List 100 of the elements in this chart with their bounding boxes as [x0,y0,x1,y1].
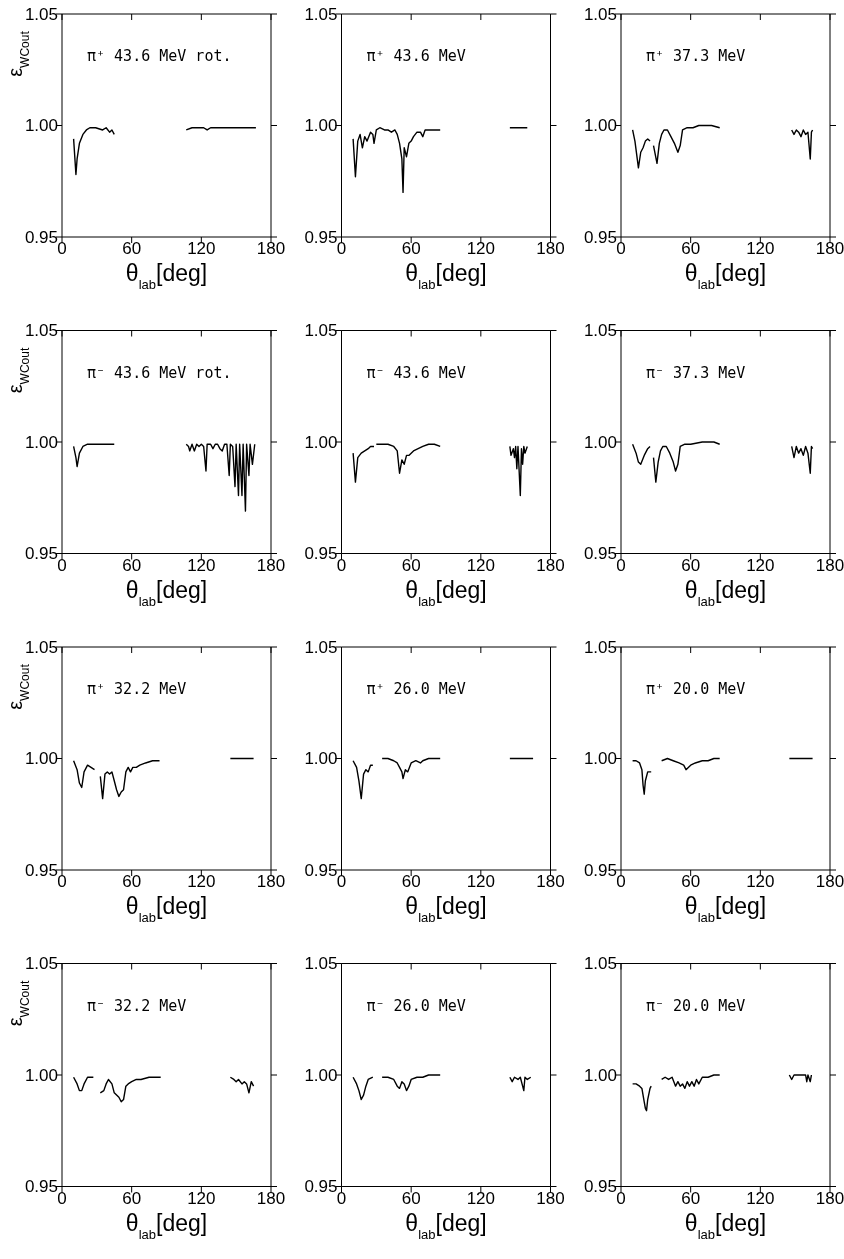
x-tick-label: 180 [536,239,565,258]
x-tick-label: 0 [57,239,67,258]
x-tick-label: 60 [122,872,142,891]
text: π⁺ 20.0 MeV [646,680,746,698]
y-tick-label: 0.95 [583,227,617,247]
text: π⁺ 32.2 MeV [87,680,187,698]
x-tick-label: 60 [401,872,421,891]
x-tick-label: 0 [336,872,347,891]
x-tick-label: 60 [681,555,701,575]
x-tick-label: 60 [681,872,701,891]
y-tick-label: 1.05 [304,637,338,657]
x-tick-label: 0 [336,555,347,575]
y-tick-label: 1.00 [24,432,58,452]
x-tick-label: 180 [256,872,286,891]
y-tick-label: 1.05 [24,637,58,657]
y-tick-label: 1.00 [304,432,338,452]
y-tick-label: 0.95 [24,227,58,247]
x-tick-label: 60 [122,239,142,258]
x-tick-label: 0 [616,239,626,258]
y-tick-label: 1.05 [304,954,338,973]
x-tick-label: 120 [466,872,496,891]
text: π⁺ 26.0 MeV [366,680,466,698]
x-axis-title: θ$_{lab}$[deg] [405,576,487,608]
x-axis-title: θ$_{lab}$[deg] [684,1209,767,1241]
y-tick-label: 0.95 [583,1177,617,1196]
y-tick-label: 1.05 [24,4,58,24]
text: π⁺ 43.6 MeV rot. [87,47,232,65]
y-tick-label: 1.05 [24,321,58,340]
x-tick-label: 0 [616,1188,626,1208]
y-tick-label: 1.00 [24,749,58,768]
x-tick-label: 120 [746,1188,775,1208]
text: π⁺ 37.3 MeV [646,47,746,65]
text: π⁻ 43.6 MeV rot. [87,363,232,382]
y-tick-label: 1.05 [304,321,338,340]
text: π⁻ 32.2 MeV [87,996,187,1015]
x-tick-label: 0 [336,239,347,258]
y-tick-label: 1.00 [304,1065,338,1085]
x-tick-label: 180 [815,1188,844,1208]
y-tick-label: 1.00 [24,1065,58,1085]
y-tick-label: 0.95 [24,544,58,563]
x-axis-title: θ$_{lab}$[deg] [405,893,487,925]
x-tick-label: 0 [57,1188,67,1208]
y-tick-label: 1.00 [583,116,617,135]
y-tick-label: 0.95 [304,860,338,880]
text: π⁻ 26.0 MeV [366,996,466,1015]
x-tick-label: 120 [746,555,775,575]
y-tick-label: 0.95 [583,544,617,563]
y-tick-label: 1.00 [304,749,338,768]
y-tick-label: 1.05 [583,637,617,657]
x-axis-title: θ$_{lab}$[deg] [684,893,767,925]
x-tick-label: 0 [336,1188,347,1208]
x-tick-label: 120 [466,239,496,258]
x-tick-label: 120 [187,872,216,891]
x-axis-title: θ$_{lab}$[deg] [125,576,208,608]
x-tick-label: 120 [746,239,775,258]
x-tick-label: 180 [815,872,844,891]
y-tick-label: 0.95 [583,860,617,880]
x-axis-title: θ$_{lab}$[deg] [405,260,487,292]
y-tick-label: 0.95 [24,860,58,880]
y-tick-label: 1.05 [304,4,338,24]
y-tick-label: 0.95 [304,227,338,247]
x-tick-label: 60 [681,1188,701,1208]
x-tick-label: 120 [187,555,216,575]
y-tick-label: 0.95 [24,1177,58,1196]
x-axis-title: θ$_{lab}$[deg] [684,576,767,608]
x-tick-label: 180 [536,872,565,891]
y-tick-label: 0.95 [304,1177,338,1196]
x-axis-title: θ$_{lab}$[deg] [405,1209,487,1241]
x-tick-label: 120 [746,872,775,891]
x-tick-label: 0 [616,555,626,575]
y-tick-label: 1.00 [304,116,338,135]
x-axis-title: θ$_{lab}$[deg] [684,260,767,292]
y-tick-label: 1.05 [583,4,617,24]
x-tick-label: 180 [536,555,565,575]
x-tick-label: 120 [187,1188,216,1208]
x-tick-label: 60 [401,239,421,258]
y-tick-label: 1.00 [583,432,617,452]
x-tick-label: 180 [256,239,286,258]
x-tick-label: 60 [401,1188,421,1208]
x-tick-label: 60 [681,239,701,258]
text: π⁻ 20.0 MeV [646,996,746,1015]
x-axis-title: θ$_{lab}$[deg] [125,1209,208,1241]
text: π⁻ 43.6 MeV [366,363,466,382]
y-tick-label: 1.00 [583,1065,617,1085]
x-tick-label: 60 [122,555,142,575]
x-tick-label: 60 [401,555,421,575]
x-axis-title: θ$_{lab}$[deg] [125,893,208,925]
x-tick-label: 0 [57,555,67,575]
x-tick-label: 180 [256,1188,286,1208]
x-tick-label: 120 [466,555,496,575]
x-tick-label: 120 [466,1188,496,1208]
x-tick-label: 0 [57,872,67,891]
x-axis-title: θ$_{lab}$[deg] [125,260,208,292]
y-tick-label: 0.95 [304,544,338,563]
x-tick-label: 120 [187,239,216,258]
x-tick-label: 0 [616,872,626,891]
y-tick-label: 1.05 [583,954,617,973]
x-tick-label: 180 [536,1188,565,1208]
text: π⁻ 37.3 MeV [646,363,746,382]
text: π⁺ 43.6 MeV [366,47,466,65]
